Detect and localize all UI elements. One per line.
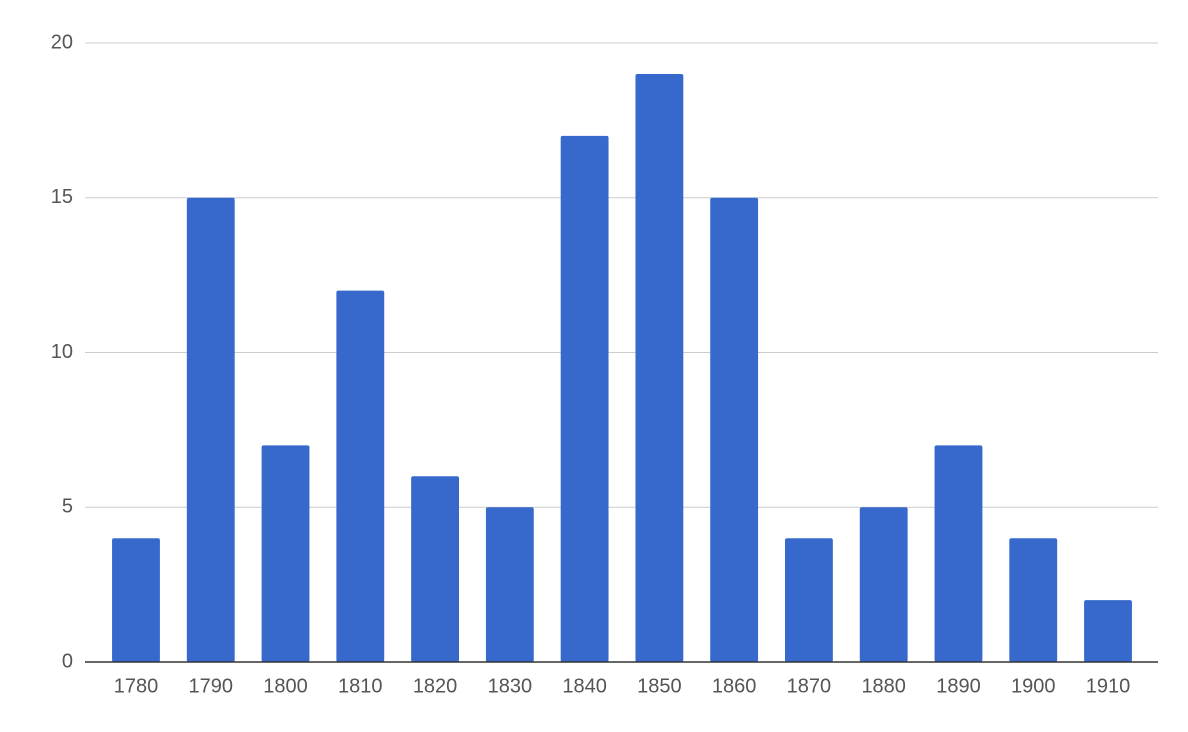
bar bbox=[186, 197, 235, 662]
x-tick-label: 1900 bbox=[1011, 675, 1056, 697]
bar bbox=[1084, 600, 1132, 662]
x-tick-label: 1860 bbox=[712, 675, 757, 697]
bar bbox=[411, 476, 459, 662]
y-tick-label: 10 bbox=[51, 341, 73, 363]
bar bbox=[336, 290, 385, 662]
x-tick-label: 1850 bbox=[637, 675, 682, 697]
bar bbox=[560, 135, 609, 663]
bar bbox=[1009, 538, 1058, 662]
x-tick-label: 1910 bbox=[1086, 675, 1131, 697]
bar bbox=[859, 507, 908, 662]
x-tick-label: 1780 bbox=[114, 675, 159, 697]
bar bbox=[635, 73, 684, 662]
y-tick-label: 5 bbox=[62, 496, 73, 518]
x-tick-label: 1800 bbox=[263, 675, 308, 697]
bar bbox=[485, 507, 534, 662]
y-tick-label: 15 bbox=[51, 186, 73, 208]
x-tick-label: 1810 bbox=[338, 675, 383, 697]
bar bbox=[112, 538, 160, 662]
x-tick-label: 1890 bbox=[936, 675, 981, 697]
bar bbox=[785, 538, 833, 662]
bar bbox=[934, 445, 983, 662]
x-tick-label: 1820 bbox=[413, 675, 458, 697]
x-tick-label: 1830 bbox=[488, 675, 533, 697]
x-tick-label: 1840 bbox=[562, 675, 607, 697]
bar bbox=[710, 197, 759, 662]
bar bbox=[261, 445, 310, 662]
y-tick-label: 0 bbox=[62, 650, 73, 672]
y-tick-label: 20 bbox=[51, 31, 73, 53]
x-tick-label: 1880 bbox=[861, 675, 906, 697]
x-tick-label: 1870 bbox=[787, 675, 832, 697]
x-tick-label: 1790 bbox=[189, 675, 234, 697]
